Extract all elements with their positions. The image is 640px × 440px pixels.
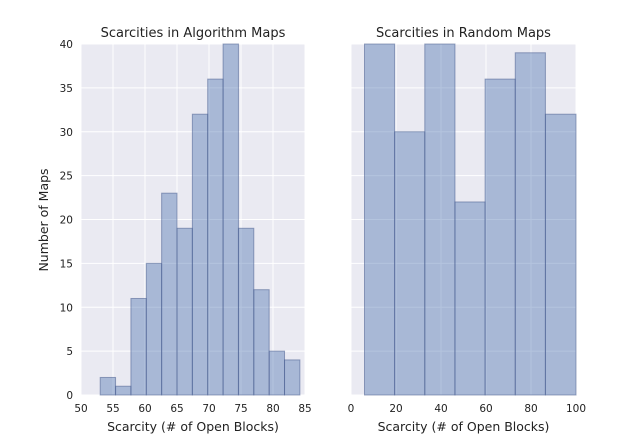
histogram-bar <box>544 113 577 396</box>
x-tick-label: 65 <box>170 403 183 415</box>
histogram-bar <box>145 262 163 396</box>
x-tick-label: 0 <box>348 403 355 415</box>
histogram-bar <box>484 78 516 396</box>
y-tick-label: 0 <box>66 390 73 402</box>
x-tick-label: 70 <box>202 403 215 415</box>
x-axis-label: Scarcity (# of Open Blocks) <box>378 419 550 434</box>
y-tick-label: 20 <box>60 215 73 227</box>
x-tick-label: 75 <box>234 403 247 415</box>
x-tick-label: 100 <box>566 403 586 415</box>
x-tick-label: 85 <box>298 403 311 415</box>
histogram-bar <box>394 131 426 396</box>
histogram-bar <box>364 43 396 396</box>
x-tick-label: 80 <box>266 403 279 415</box>
x-tick-label: 60 <box>138 403 151 415</box>
histogram-bar <box>207 78 224 396</box>
histogram-bar <box>284 359 301 396</box>
x-tick-label: 50 <box>74 403 87 415</box>
x-tick-label: 20 <box>389 403 402 415</box>
histogram-bar <box>99 376 117 396</box>
y-tick-label: 5 <box>66 346 73 358</box>
y-tick-label: 10 <box>60 302 73 314</box>
histogram-bar <box>253 289 270 396</box>
y-axis-label: Number of Maps <box>36 168 51 271</box>
histogram-bar <box>130 297 147 396</box>
y-tick-label: 30 <box>60 127 73 139</box>
chart-title: Scarcities in Algorithm Maps <box>101 26 286 41</box>
histogram-bar <box>191 113 209 396</box>
x-axis-label: Scarcity (# of Open Blocks) <box>107 419 279 434</box>
histogram-bar <box>454 201 486 396</box>
y-tick-label: 15 <box>60 258 73 270</box>
random-maps-panel: 0 20 40 60 80 100 Scarcities in Random Maps Sca… <box>348 26 586 434</box>
x-tick-label: 40 <box>434 403 447 415</box>
y-tick-label: 35 <box>60 83 73 95</box>
y-tick-label: 25 <box>60 171 73 183</box>
histogram-bar <box>176 227 193 396</box>
x-tick-label: 60 <box>479 403 492 415</box>
chart-title: Scarcities in Random Maps <box>376 26 551 41</box>
histogram-bar <box>424 43 456 396</box>
x-tick-label: 55 <box>106 403 119 415</box>
histogram-bar <box>115 385 132 396</box>
histogram-bar <box>237 227 255 396</box>
histogram-bar <box>161 192 178 396</box>
x-tick-label: 80 <box>524 403 537 415</box>
histogram-bar <box>268 350 286 396</box>
histogram-bar <box>222 43 239 396</box>
y-tick-label: 40 <box>60 39 73 51</box>
histogram-bar <box>514 52 546 396</box>
algorithm-maps-panel: 50 55 60 65 70 75 80 85 0 5 10 15 20 25 30 35 40 Scarciti… <box>60 26 312 434</box>
